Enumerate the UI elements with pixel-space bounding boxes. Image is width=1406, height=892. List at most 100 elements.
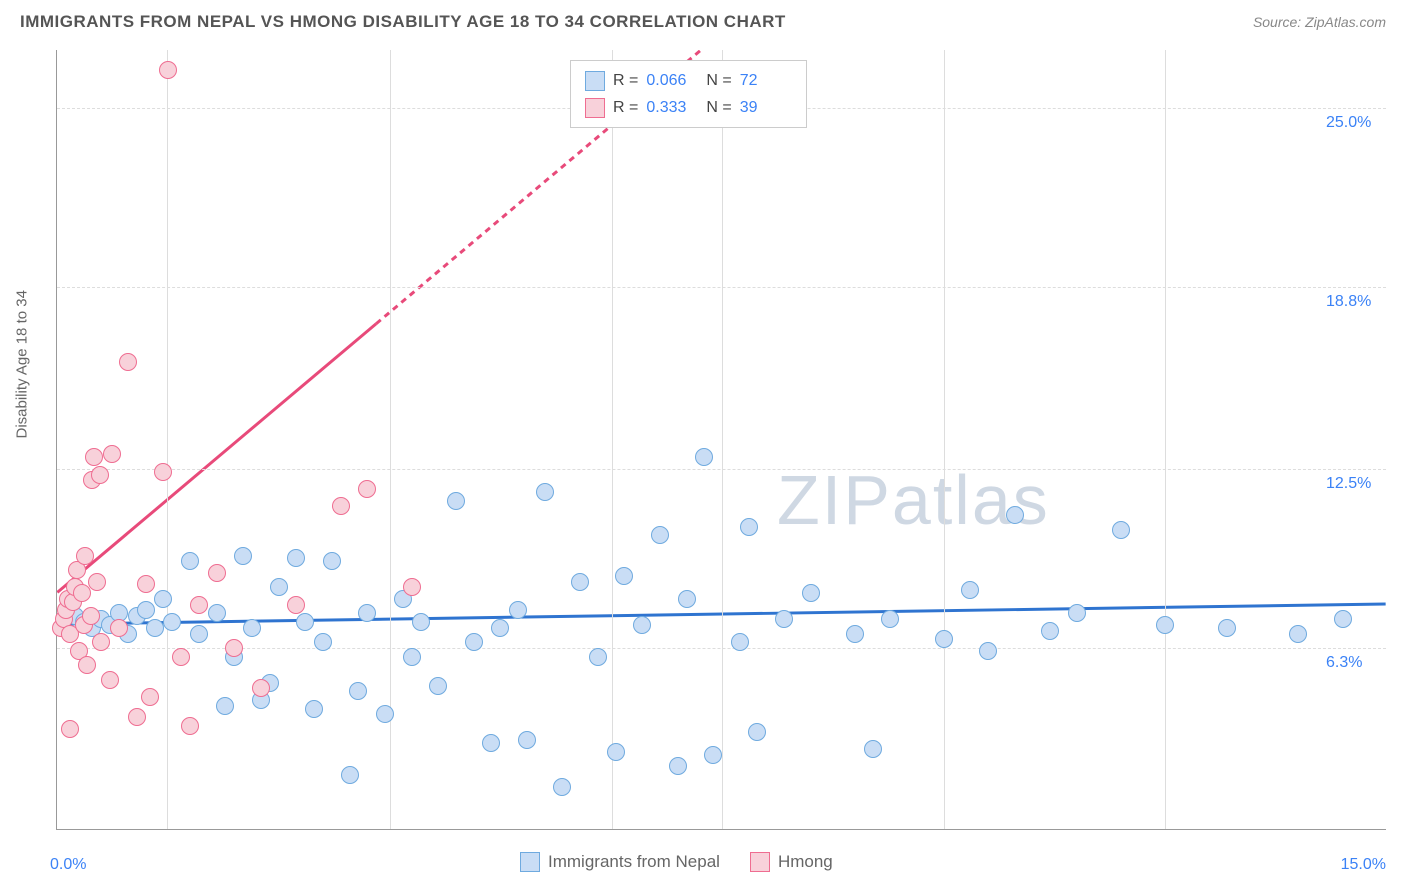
data-point [695,448,713,466]
data-point [1218,619,1236,637]
data-point [651,526,669,544]
data-point [1006,506,1024,524]
data-point [141,688,159,706]
data-point [1068,604,1086,622]
data-point [181,717,199,735]
data-point [110,619,128,637]
legend-n-value: 72 [740,67,792,94]
data-point [1156,616,1174,634]
data-point [358,604,376,622]
watermark: ZIPatlas [777,460,1050,540]
data-point [633,616,651,634]
data-point [101,671,119,689]
data-point [615,567,633,585]
data-point [349,682,367,700]
data-point [553,778,571,796]
data-point [119,353,137,371]
data-point [61,720,79,738]
legend-swatch [585,71,605,91]
data-point [341,766,359,784]
series-legend-item: Immigrants from Nepal [520,852,720,872]
data-point [429,677,447,695]
data-point [137,601,155,619]
data-point [208,604,226,622]
data-point [190,625,208,643]
y-tick-label: 18.8% [1326,293,1371,311]
header: IMMIGRANTS FROM NEPAL VS HMONG DISABILIT… [20,12,1386,32]
data-point [190,596,208,614]
v-gridline [722,50,723,829]
series-legend-label: Immigrants from Nepal [548,852,720,872]
watermark-zip: ZIP [777,461,892,539]
data-point [1041,622,1059,640]
data-point [323,552,341,570]
data-point [482,734,500,752]
data-point [159,61,177,79]
legend-row: R =0.066N =72 [585,67,792,94]
data-point [208,564,226,582]
data-point [358,480,376,498]
data-point [76,547,94,565]
data-point [846,625,864,643]
data-point [73,584,91,602]
data-point [935,630,953,648]
data-point [234,547,252,565]
data-point [536,483,554,501]
legend-n-label: N = [706,94,731,121]
data-point [82,607,100,625]
data-point [296,613,314,631]
x-axis-max-label: 15.0% [1341,856,1386,874]
data-point [305,700,323,718]
legend-swatch [585,98,605,118]
data-point [216,697,234,715]
data-point [287,549,305,567]
v-gridline [167,50,168,829]
data-point [881,610,899,628]
data-point [154,590,172,608]
legend-row: R =0.333N =39 [585,94,792,121]
data-point [287,596,305,614]
data-point [146,619,164,637]
data-point [78,656,96,674]
data-point [163,613,181,631]
scatter-chart: ZIPatlas [56,50,1386,830]
data-point [979,642,997,660]
legend-n-label: N = [706,67,731,94]
data-point [678,590,696,608]
y-axis-label: Disability Age 18 to 34 [14,290,31,438]
data-point [961,581,979,599]
data-point [403,578,421,596]
data-point [748,723,766,741]
data-point [731,633,749,651]
data-point [376,705,394,723]
data-point [1289,625,1307,643]
v-gridline [1165,50,1166,829]
legend-swatch [750,852,770,872]
data-point [103,445,121,463]
y-tick-label: 12.5% [1326,475,1371,493]
data-point [1112,521,1130,539]
data-point [607,743,625,761]
source-prefix: Source: [1253,14,1305,30]
data-point [128,708,146,726]
data-point [669,757,687,775]
watermark-atlas: atlas [892,461,1050,539]
data-point [88,573,106,591]
y-tick-label: 6.3% [1326,654,1362,672]
source-attribution: Source: ZipAtlas.com [1253,14,1386,30]
data-point [270,578,288,596]
data-point [243,619,261,637]
legend-r-value: 0.066 [646,67,698,94]
data-point [412,613,430,631]
data-point [864,740,882,758]
v-gridline [944,50,945,829]
data-point [332,497,350,515]
data-point [589,648,607,666]
data-point [509,601,527,619]
data-point [571,573,589,591]
data-point [802,584,820,602]
v-gridline [612,50,613,829]
legend-r-label: R = [613,94,638,121]
data-point [491,619,509,637]
series-legend-item: Hmong [750,852,833,872]
